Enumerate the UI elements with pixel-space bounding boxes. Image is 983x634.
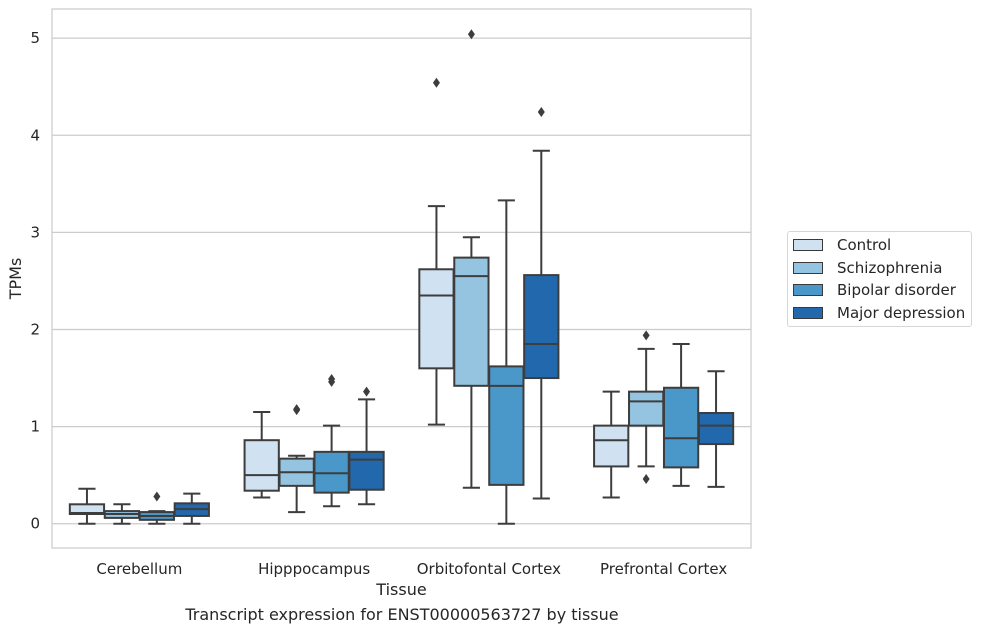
- y-tick-label: 0: [30, 515, 40, 533]
- y-tick-label: 5: [30, 29, 40, 47]
- legend-label: Bipolar disorder: [837, 281, 956, 299]
- x-tick-label: Cerebellum: [96, 560, 182, 578]
- legend-item: Major depression: [793, 302, 965, 324]
- plot-area-frame: [51, 8, 752, 549]
- box-bipolar-disorder: [138, 491, 175, 525]
- box-bipolar-disorder: [313, 374, 350, 508]
- y-axis-title: TPMs: [6, 258, 25, 301]
- legend: Control Schizophrenia Bipolar disorder Majo…: [787, 231, 972, 327]
- box-schizophrenia: [278, 404, 315, 514]
- outlier-point: [642, 474, 650, 485]
- box-iqr: [593, 424, 630, 468]
- box-bipolar-disorder: [662, 343, 700, 487]
- y-tick-label: 4: [30, 126, 40, 144]
- box-iqr: [488, 365, 525, 486]
- outlier-point: [328, 374, 336, 385]
- box-iqr: [628, 390, 665, 427]
- box-control: [68, 487, 106, 525]
- x-axis-title: Tissue: [375, 580, 426, 599]
- legend-swatch: [793, 261, 823, 274]
- outlier-point: [432, 77, 440, 88]
- box-iqr: [348, 450, 385, 491]
- y-tick-label: 2: [30, 320, 40, 338]
- legend-swatch: [793, 306, 823, 319]
- y-tick-labels: 0 1 2 3 4 5: [30, 29, 40, 533]
- box-bipolar-disorder: [488, 199, 525, 525]
- chart-caption: Transcript expression for ENST0000056372…: [185, 605, 619, 624]
- legend-swatch: [793, 239, 823, 251]
- legend-label: Schizophrenia: [837, 258, 943, 277]
- box-control: [243, 411, 280, 499]
- boxes: [68, 29, 735, 525]
- legend-item: Control: [793, 234, 891, 256]
- outlier-point: [363, 386, 371, 397]
- outlier-point: [642, 330, 650, 341]
- gridlines: [52, 37, 751, 525]
- legend-item: Bipolar disorder: [793, 279, 956, 301]
- box-major-depression: [697, 370, 735, 488]
- legend-swatch: [793, 284, 823, 296]
- box-iqr: [243, 439, 280, 492]
- legend-label: Major depression: [837, 303, 966, 322]
- legend-label: Control: [837, 236, 892, 254]
- outlier-point: [293, 404, 301, 415]
- box-iqr: [662, 386, 700, 469]
- x-tick-labels: Cerebellum Hipppocampus Orbitofontal Corte…: [96, 560, 727, 578]
- outlier-point: [537, 106, 545, 117]
- box-iqr: [523, 274, 560, 380]
- box-major-depression: [173, 492, 210, 525]
- box-control: [418, 77, 455, 426]
- x-tick-label: Hipppocampus: [258, 560, 370, 578]
- outlier-point: [467, 29, 475, 40]
- x-tick-label: Prefrontal Cortex: [600, 560, 727, 578]
- legend-item: Schizophrenia: [793, 257, 942, 279]
- box-control: [593, 390, 630, 499]
- box-iqr: [453, 256, 490, 387]
- x-tick-label: Orbitofontal Cortex: [417, 560, 561, 578]
- box-iqr: [418, 268, 455, 370]
- box-major-depression: [348, 386, 385, 506]
- box-iqr: [697, 412, 735, 446]
- y-tick-label: 1: [30, 418, 40, 436]
- y-tick-label: 3: [30, 223, 40, 241]
- box-schizophrenia: [453, 29, 490, 489]
- box-major-depression: [523, 106, 560, 500]
- box-schizophrenia: [103, 503, 141, 525]
- outlier-point: [153, 491, 161, 502]
- box-schizophrenia: [628, 330, 665, 485]
